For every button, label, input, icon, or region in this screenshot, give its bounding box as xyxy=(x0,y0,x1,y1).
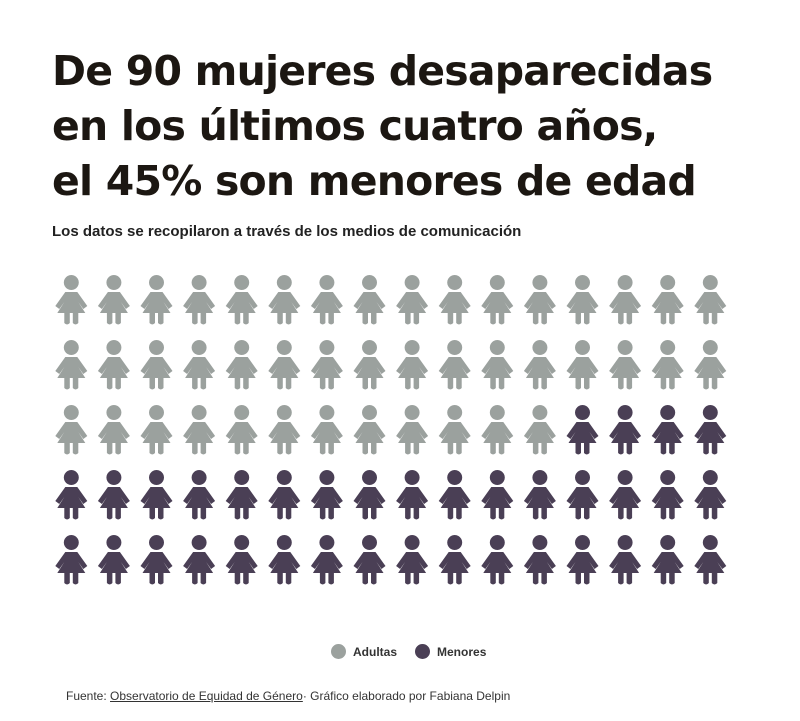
legend-swatch-adultas xyxy=(331,644,346,659)
woman-icon-menores xyxy=(353,535,386,585)
woman-icon-adultas xyxy=(268,275,301,325)
woman-icon-menores xyxy=(694,470,727,520)
woman-icon-adultas xyxy=(55,275,88,325)
source-link[interactable]: Observatorio de Equidad de Género xyxy=(110,689,303,703)
woman-icon-menores xyxy=(609,405,642,455)
woman-icon-menores xyxy=(310,470,343,520)
woman-icon-menores xyxy=(609,535,642,585)
woman-icon-adultas xyxy=(268,340,301,390)
woman-icon-adultas xyxy=(609,340,642,390)
woman-icon-adultas xyxy=(396,275,429,325)
title-line: el 45% son menores de edad xyxy=(52,157,697,205)
woman-icon-adultas xyxy=(97,405,130,455)
chart-legend: Adultas Menores xyxy=(331,644,486,659)
woman-icon-adultas xyxy=(481,405,514,455)
woman-icon-menores xyxy=(396,535,429,585)
title-line: en los últimos cuatro años, xyxy=(52,102,658,150)
woman-icon-menores xyxy=(481,535,514,585)
woman-icon-menores xyxy=(481,470,514,520)
woman-icon-adultas xyxy=(609,275,642,325)
woman-icon-menores xyxy=(694,405,727,455)
woman-icon-adultas xyxy=(140,405,173,455)
woman-icon-menores xyxy=(225,470,258,520)
woman-icon-adultas xyxy=(97,340,130,390)
woman-icon-menores xyxy=(438,470,471,520)
woman-icon-adultas xyxy=(438,340,471,390)
woman-icon-menores xyxy=(566,470,599,520)
woman-icon-adultas xyxy=(140,275,173,325)
woman-icon-adultas xyxy=(523,340,556,390)
woman-icon-adultas xyxy=(651,340,684,390)
woman-icon-menores xyxy=(651,535,684,585)
woman-icon-adultas xyxy=(183,275,216,325)
woman-icon-adultas xyxy=(183,340,216,390)
woman-icon-menores xyxy=(55,470,88,520)
title-line: De 90 mujeres desaparecidas xyxy=(52,47,713,95)
woman-icon-adultas xyxy=(55,405,88,455)
woman-icon-menores xyxy=(268,470,301,520)
woman-icon-menores xyxy=(97,470,130,520)
woman-icon-adultas xyxy=(353,405,386,455)
woman-icon-adultas xyxy=(268,405,301,455)
woman-icon-menores xyxy=(566,535,599,585)
woman-icon-adultas xyxy=(566,340,599,390)
woman-icon-menores xyxy=(353,470,386,520)
woman-icon-adultas xyxy=(694,275,727,325)
legend-swatch-menores xyxy=(415,644,431,659)
woman-icon-adultas xyxy=(566,275,599,325)
woman-icon-adultas xyxy=(396,405,429,455)
woman-icon-adultas xyxy=(225,275,258,325)
woman-icon-adultas xyxy=(353,275,386,325)
legend-item-menores: Menores xyxy=(415,644,486,659)
woman-icon-adultas xyxy=(183,405,216,455)
woman-icon-adultas xyxy=(310,340,343,390)
woman-icon-menores xyxy=(140,470,173,520)
woman-icon-adultas xyxy=(523,405,556,455)
woman-icon-menores xyxy=(97,535,130,585)
woman-icon-menores xyxy=(523,535,556,585)
woman-icon-menores xyxy=(183,535,216,585)
woman-icon-menores xyxy=(438,535,471,585)
woman-icon-adultas xyxy=(694,340,727,390)
woman-icon-menores xyxy=(651,470,684,520)
woman-icon-adultas xyxy=(225,340,258,390)
woman-icon-menores xyxy=(268,535,301,585)
legend-label-menores: Menores xyxy=(437,644,487,659)
woman-icon-menores xyxy=(55,535,88,585)
woman-icon-menores xyxy=(651,405,684,455)
chart-title: De 90 mujeres desaparecidas en los últim… xyxy=(52,44,772,209)
woman-icon-adultas xyxy=(140,340,173,390)
woman-icon-menores xyxy=(225,535,258,585)
woman-icon-adultas xyxy=(396,340,429,390)
woman-icon-adultas xyxy=(225,405,258,455)
woman-icon-menores xyxy=(694,535,727,585)
woman-icon-adultas xyxy=(438,405,471,455)
source-footer: Fuente: Observatorio de Equidad de Géner… xyxy=(66,689,510,703)
woman-icon-adultas xyxy=(55,340,88,390)
waffle-chart xyxy=(55,275,727,585)
woman-icon-adultas xyxy=(353,340,386,390)
legend-item-adultas: Adultas xyxy=(331,644,397,659)
woman-icon-menores xyxy=(523,470,556,520)
woman-icon-adultas xyxy=(438,275,471,325)
woman-icon-menores xyxy=(609,470,642,520)
woman-icon-adultas xyxy=(481,275,514,325)
woman-icon-adultas xyxy=(310,405,343,455)
woman-icon-menores xyxy=(396,470,429,520)
woman-icon-adultas xyxy=(97,275,130,325)
woman-icon-menores xyxy=(566,405,599,455)
woman-icon-adultas xyxy=(481,340,514,390)
footer-prefix: Fuente: xyxy=(66,689,111,703)
woman-icon-menores xyxy=(183,470,216,520)
legend-label-adultas: Adultas xyxy=(353,644,398,659)
woman-icon-menores xyxy=(310,535,343,585)
woman-icon-menores xyxy=(140,535,173,585)
woman-icon-adultas xyxy=(310,275,343,325)
woman-icon-adultas xyxy=(523,275,556,325)
chart-subtitle: Los datos se recopilaron a través de los… xyxy=(52,223,522,240)
footer-credit: · Gráfico elaborado por Fabiana Delpin xyxy=(302,689,511,703)
woman-icon-adultas xyxy=(651,275,684,325)
